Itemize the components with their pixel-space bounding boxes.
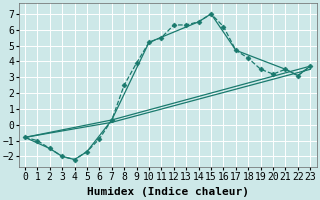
X-axis label: Humidex (Indice chaleur): Humidex (Indice chaleur) xyxy=(87,187,249,197)
